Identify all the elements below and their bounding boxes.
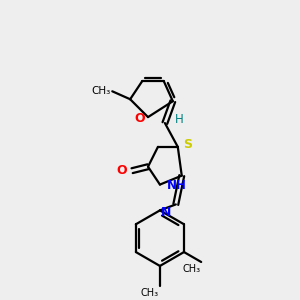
Text: NH: NH <box>167 179 187 192</box>
Text: N: N <box>160 206 171 219</box>
Text: O: O <box>134 112 145 124</box>
Text: S: S <box>183 138 192 152</box>
Text: O: O <box>117 164 127 177</box>
Text: H: H <box>175 112 184 126</box>
Text: CH₃: CH₃ <box>182 264 200 274</box>
Text: CH₃: CH₃ <box>91 86 110 96</box>
Text: CH₃: CH₃ <box>141 288 159 298</box>
